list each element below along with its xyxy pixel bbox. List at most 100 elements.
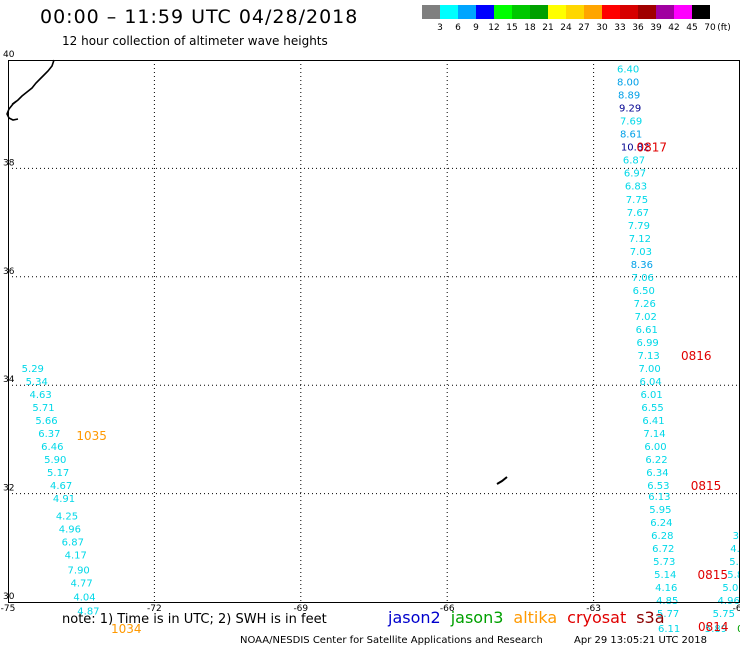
wave-height-observations: 6.40 8.00 8.89 9.29 7.69 8.61 10.82 6.87 6.97 6.8… (22, 65, 740, 635)
legend-item: s3a (636, 608, 665, 627)
wave-height-value: 4.96 (59, 524, 81, 535)
wave-height-value: 6.61 (636, 325, 658, 336)
wave-height-value: 4.77 (70, 578, 92, 589)
wave-height-value: 6.99 (637, 338, 659, 349)
color-swatch (440, 5, 458, 19)
color-swatch (458, 5, 476, 19)
wave-height-value: 8.61 (620, 130, 642, 141)
wave-height-value: 6.34 (646, 468, 668, 479)
wave-height-value: 6.50 (633, 286, 655, 297)
pass-time-label: 1035 (76, 429, 107, 443)
wave-height-value: 4.16 (655, 583, 677, 594)
wave-height-value: 6.28 (651, 531, 673, 542)
wave-height-value: 5.95 (649, 505, 671, 516)
wave-height-value: 7.67 (627, 208, 649, 219)
legend-item: jason3 (450, 608, 504, 627)
color-scale-label: 33 (614, 23, 626, 33)
color-swatch (584, 5, 602, 19)
wave-height-value: 7.02 (635, 312, 657, 323)
wave-height-value: 7.79 (628, 221, 650, 232)
color-swatch (638, 5, 656, 19)
pass-time-label: 0815 (698, 568, 729, 582)
wave-height-value: 6.46 (41, 442, 63, 453)
footer: NOAA/NESDIS Center for Satellite Applica… (240, 635, 735, 646)
wave-height-value: 10.82 (621, 143, 650, 154)
lat-tick-label: 40 (3, 50, 15, 60)
color-scale-label: 6 (455, 23, 461, 33)
wave-height-value: 6.53 (647, 481, 669, 492)
legend-item: cryosat (567, 608, 627, 627)
wave-height-value: 8.89 (618, 91, 640, 102)
wave-height-value: 7.13 (638, 351, 660, 362)
color-scale-label: 42 (668, 23, 680, 33)
wave-height-value: 4.17 (65, 550, 87, 561)
wave-height-value: 6.40 (617, 65, 639, 76)
wave-height-value: 6.00 (644, 442, 666, 453)
wave-height-value: 5.2 (729, 557, 740, 568)
color-scale-label: 36 (632, 23, 644, 33)
coastline (6, 59, 508, 485)
wave-height-value: 4.96 (718, 596, 740, 607)
color-scale-label: 12 (488, 23, 500, 33)
wave-height-value: 6.87 (623, 156, 645, 167)
wave-height-value: 6.55 (641, 403, 663, 414)
color-scale-label: 27 (578, 23, 590, 33)
footer-credit: NOAA/NESDIS Center for Satellite Applica… (240, 635, 543, 646)
legend-item: altika (513, 608, 558, 627)
wave-height-value: 7.12 (629, 234, 651, 245)
wave-height-value: 5.17 (47, 468, 69, 479)
wave-height-value: 4.91 (53, 494, 75, 505)
wave-height-value: 6.83 (625, 182, 647, 193)
wave-height-value: 6.13 (648, 492, 670, 503)
wave-height-value: 5.90 (44, 455, 66, 466)
wave-height-value: 6.04 (639, 377, 661, 388)
wave-height-value: 7.00 (638, 364, 660, 375)
wave-height-value: 7.75 (626, 195, 648, 206)
color-scale-label: 24 (560, 23, 572, 33)
wave-height-value: 4.25 (56, 511, 78, 522)
wave-height-value: 7.69 (620, 117, 642, 128)
nova-scotia-coast (6, 59, 55, 121)
color-scale-label: 30 (596, 23, 608, 33)
wave-height-value: 4.63 (29, 390, 51, 401)
wave-height-value: 7.03 (630, 247, 652, 258)
color-swatch (602, 5, 620, 19)
color-scale-label: 18 (524, 23, 536, 33)
color-scale-label: 21 (542, 23, 554, 33)
pass-time-label: 0816 (681, 349, 712, 363)
lon-tick-label: -66 (440, 604, 455, 614)
wave-height-value: 7.06 (632, 273, 654, 284)
map-title: 00:00 – 11:59 UTC 04/28/2018 (40, 6, 359, 28)
color-swatch (530, 5, 548, 19)
pass-time-label: 0817 (637, 141, 668, 155)
coast-islet (11, 100, 17, 105)
color-swatch (476, 5, 494, 19)
wave-height-value: 4.04 (73, 593, 95, 604)
lon-tick-label: -60 (733, 604, 740, 614)
map-gridlines (8, 60, 740, 602)
wave-height-value: 5.29 (22, 364, 44, 375)
color-scale-label: 9 (473, 23, 479, 33)
pass-time-label: 0814 (698, 620, 729, 634)
wave-height-value: 7.14 (643, 429, 665, 440)
wave-height-value: 7.26 (634, 299, 656, 310)
pass-time-label: 1034 (111, 622, 142, 636)
wave-height-value: 6.24 (650, 518, 672, 529)
color-swatch (494, 5, 512, 19)
wave-height-value: 5.77 (657, 609, 679, 620)
wave-height-value: 5.34 (26, 377, 48, 388)
wave-height-value: 3 (733, 531, 739, 542)
wave-height-value: 5.89 (705, 624, 727, 635)
wave-height-value: 8.36 (631, 260, 653, 271)
wave-height-value: 5.14 (654, 570, 676, 581)
footer-timestamp: Apr 29 13:05:21 UTC 2018 (574, 635, 707, 646)
wave-height-value: 5.71 (32, 403, 54, 414)
lon-tick-label: -69 (293, 604, 308, 614)
color-swatch (512, 5, 530, 19)
wave-height-value: 6.41 (642, 416, 664, 427)
wave-height-value: 6.72 (652, 544, 674, 555)
color-swatch (548, 5, 566, 19)
wave-height-value: 4.85 (656, 596, 678, 607)
wave-height-value: 8.00 (617, 78, 639, 89)
